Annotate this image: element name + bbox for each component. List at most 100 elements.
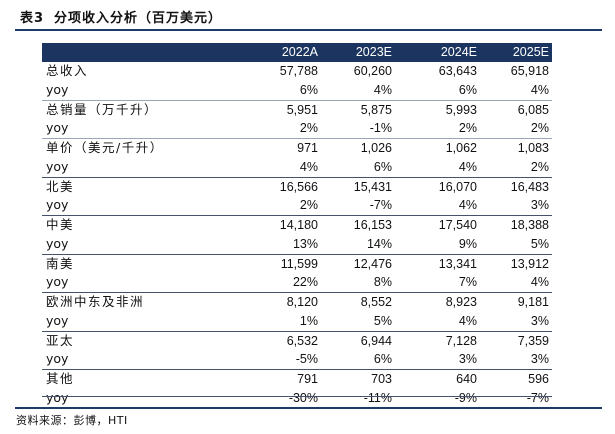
table-cell: 7%: [458, 275, 477, 290]
row-label: 总销量（万千升）: [46, 101, 159, 117]
table-cell: -1%: [369, 121, 392, 136]
table-cell: 15,431: [353, 179, 392, 194]
header-2023e: 2023E: [355, 45, 392, 59]
table-cell: 5%: [530, 236, 549, 251]
table-cell: 12,476: [353, 256, 392, 271]
table-cell: 640: [456, 372, 477, 386]
table-cell: 5,993: [445, 102, 477, 117]
revenue-breakdown-table: 2022A 2023E 2024E 2025E 总收入 57,788 60,260 6…: [42, 43, 552, 408]
table-cell: 2%: [530, 159, 549, 174]
table-row: 北美 16,566 15,431 16,070 16,483: [42, 176, 552, 197]
table-row: yoy 4% 6% 4% 2%: [42, 158, 552, 177]
table-cell: 6,085: [517, 102, 549, 117]
table-cell: 2%: [530, 121, 549, 136]
table-cell: 703: [371, 372, 392, 386]
table-cell: 6%: [373, 352, 392, 367]
table-cell: 2%: [299, 121, 318, 136]
table-row: 欧洲中东及非洲 8,120 8,552 8,923 9,181: [42, 292, 552, 312]
table-cell: 17,540: [438, 218, 477, 232]
table-cell: 13%: [292, 236, 318, 251]
table-cell: 791: [297, 372, 318, 386]
table-cell: 57,788: [279, 64, 318, 78]
header-2024e: 2024E: [440, 45, 477, 59]
row-label: 南美: [46, 255, 75, 271]
table-row: yoy -5% 6% 3% 3%: [42, 350, 552, 369]
table-row: 其他 791 703 640 596: [42, 369, 552, 389]
table-cell: 2%: [458, 121, 477, 136]
table-cell: 6,532: [286, 333, 318, 348]
table-cell: 11,599: [280, 256, 318, 271]
header-2025e: 2025E: [512, 45, 549, 59]
row-label: yoy: [46, 81, 69, 97]
row-label: 欧洲中东及非洲: [46, 294, 145, 309]
table-cell: 3%: [530, 313, 549, 328]
table-cell: 60,260: [353, 64, 392, 78]
table-cell: 6,944: [360, 333, 392, 348]
bottom-rule: [15, 407, 602, 409]
table-title-text: 分项收入分析（百万美元）: [54, 11, 223, 26]
table-row: yoy 1% 5% 4% 3%: [42, 312, 552, 331]
table-cell: 13,341: [438, 256, 477, 271]
table-cell: 7,359: [517, 333, 549, 348]
table-cell: -30%: [288, 390, 318, 405]
table-cell: 4%: [458, 313, 477, 328]
row-label: 中美: [46, 217, 75, 232]
table-cell: -11%: [363, 390, 392, 405]
table-cell: -7%: [369, 198, 392, 213]
table-cell: 4%: [299, 159, 318, 174]
table-cell: 7,128: [445, 333, 477, 348]
table-cell: 8,552: [360, 295, 392, 309]
table-row: yoy 13% 14% 9% 5%: [42, 235, 552, 254]
row-label: yoy: [46, 389, 69, 405]
table-row: 总销量（万千升） 5,951 5,875 5,993 6,085: [42, 99, 552, 120]
table-cell: 5%: [373, 313, 392, 328]
table-header-row: 2022A 2023E 2024E 2025E: [42, 43, 552, 62]
table-row: 中美 14,180 16,153 17,540 18,388: [42, 215, 552, 235]
table-row: 亚太 6,532 6,944 7,128 7,359: [42, 330, 552, 351]
table-cell: 1,026: [360, 141, 392, 155]
table-cell: 2%: [299, 198, 318, 213]
row-label: yoy: [46, 197, 69, 213]
table-cell: 6%: [299, 82, 318, 97]
table-cell: 3%: [530, 198, 549, 213]
source-note: 资料来源：彭博，HTI: [16, 414, 128, 427]
row-label: 单价（美元/千升）: [46, 140, 164, 155]
row-label: 亚太: [46, 332, 75, 348]
table-cell: 4%: [373, 82, 392, 97]
table-row: yoy 6% 4% 6% 4%: [42, 81, 552, 100]
table-number: 表3: [20, 11, 45, 26]
table-cell: 9,181: [517, 295, 549, 309]
table-cell: -7%: [526, 390, 549, 405]
table-cell: 18,388: [510, 218, 549, 232]
top-rule: [15, 29, 602, 31]
table-bottom-line: [42, 396, 552, 397]
row-label: 总收入: [46, 63, 89, 78]
row-label: yoy: [46, 351, 69, 367]
table-cell: 4%: [458, 159, 477, 174]
header-2022a: 2022A: [281, 45, 318, 59]
table-cell: 4%: [530, 82, 549, 97]
row-label: yoy: [46, 235, 69, 251]
table-cell: 4%: [458, 198, 477, 213]
table-cell: 13,912: [510, 256, 549, 271]
table-cell: 1%: [299, 313, 318, 328]
table-cell: 8,120: [286, 295, 318, 309]
table-cell: 6%: [373, 159, 392, 174]
table-row: yoy -30% -11% -9% -7%: [42, 389, 552, 408]
table-cell: 9%: [458, 236, 477, 251]
table-cell: 14%: [366, 236, 392, 251]
row-label: yoy: [46, 274, 69, 290]
table-cell: 65,918: [510, 64, 549, 78]
table-row: 南美 11,599 12,476 13,341 13,912: [42, 253, 552, 274]
row-label: yoy: [46, 120, 69, 136]
table-cell: 596: [528, 372, 549, 386]
table-row: 总收入 57,788 60,260 63,643 65,918: [42, 62, 552, 81]
table-cell: 5,951: [286, 102, 318, 117]
row-label: yoy: [46, 312, 69, 328]
table-cell: 3%: [458, 352, 477, 367]
table-cell: 3%: [530, 352, 549, 367]
table-row: 单价（美元/千升） 971 1,026 1,062 1,083: [42, 138, 552, 158]
table-cell: 63,643: [438, 64, 477, 78]
row-label: 北美: [46, 178, 75, 194]
row-label: yoy: [46, 158, 69, 174]
